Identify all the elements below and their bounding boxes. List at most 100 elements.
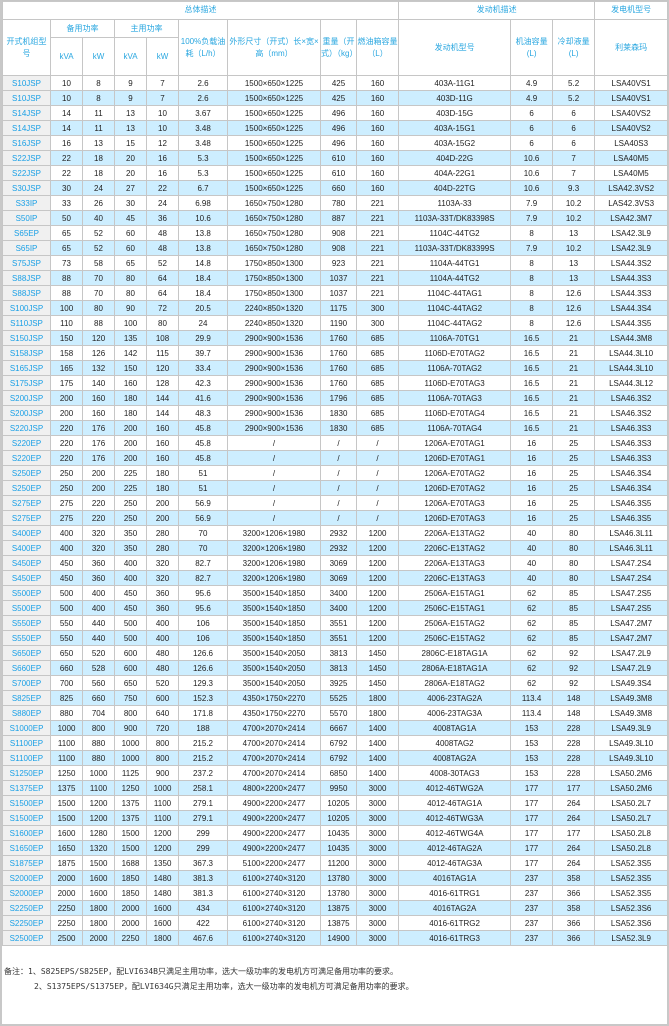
dimensions-cell: 1750×850×1300: [227, 285, 321, 301]
model-cell[interactable]: S250EP: [2, 465, 51, 481]
model-cell[interactable]: S500EP: [2, 585, 51, 601]
model-cell[interactable]: S220EP: [2, 450, 51, 466]
model-cell[interactable]: S1500EP: [2, 795, 51, 811]
engine-model-cell: 1206A-E70TAG1: [398, 435, 512, 451]
coolant-cell: 228: [552, 720, 596, 736]
model-cell[interactable]: S660EP: [2, 660, 51, 676]
standby-kw-cell: 400: [82, 585, 115, 601]
alternator-model-cell: LSA42.3L9: [594, 240, 669, 256]
prime-kva-cell: 500: [114, 615, 147, 631]
model-cell[interactable]: S1100EP: [2, 735, 51, 751]
model-cell[interactable]: S450EP: [2, 555, 51, 571]
model-cell[interactable]: S10JSP: [2, 90, 51, 106]
fuel-tank-cell: 1200: [355, 630, 400, 646]
model-cell[interactable]: S275EP: [2, 510, 51, 526]
prime-kva-cell: 1375: [114, 795, 147, 811]
prime-kw-cell: 1100: [146, 810, 179, 826]
model-cell[interactable]: S158JSP: [2, 345, 51, 361]
model-cell[interactable]: S550EP: [2, 615, 51, 631]
model-cell[interactable]: S22JSP: [2, 165, 51, 181]
model-cell[interactable]: S1250EP: [2, 765, 51, 781]
model-cell[interactable]: S75JSP: [2, 255, 51, 271]
model-cell[interactable]: S22JSP: [2, 150, 51, 166]
model-cell[interactable]: S1600EP: [2, 825, 51, 841]
fuel-consumption-cell: 82.7: [178, 555, 228, 571]
model-cell[interactable]: S825EP: [2, 690, 51, 706]
model-cell[interactable]: S1875EP: [2, 855, 51, 871]
model-cell[interactable]: S200JSP: [2, 390, 51, 406]
oil-capacity-cell: 10.6: [510, 165, 554, 181]
weight-cell: 1190: [320, 315, 357, 331]
group-alternator-header: 发电机型号: [594, 0, 669, 20]
model-cell[interactable]: S14JSP: [2, 120, 51, 136]
model-cell[interactable]: S14JSP: [2, 105, 51, 121]
model-cell[interactable]: S1375EP: [2, 780, 51, 796]
model-cell[interactable]: S880EP: [2, 705, 51, 721]
prime-kva-cell: 200: [114, 420, 147, 436]
coolant-cell: 7: [552, 150, 596, 166]
model-cell[interactable]: S1100EP: [2, 750, 51, 766]
engine-model-cell: 4012-46TWG4A: [398, 825, 512, 841]
prime-kva-cell: 100: [114, 315, 147, 331]
model-cell[interactable]: S175JSP: [2, 375, 51, 391]
dimensions-cell: /: [227, 450, 321, 466]
table-row: S65EP 65 52 60 48 13.8 1650×750×1280 908 221 1104…: [2, 225, 669, 241]
model-cell[interactable]: S10JSP: [2, 75, 51, 91]
alternator-model-cell: LSA50.2M6: [594, 765, 669, 781]
model-cell[interactable]: S50IP: [2, 210, 51, 226]
model-cell[interactable]: S65IP: [2, 240, 51, 256]
model-cell[interactable]: S1650EP: [2, 840, 51, 856]
model-cell[interactable]: S400EP: [2, 540, 51, 556]
alternator-model-cell: LSA46.3S4: [594, 465, 669, 481]
model-cell[interactable]: S2250EP: [2, 915, 51, 931]
model-cell[interactable]: S275EP: [2, 495, 51, 511]
prime-kw-cell: 400: [146, 615, 179, 631]
dimensions-cell: 3500×1540×2050: [227, 645, 321, 661]
model-cell[interactable]: S100JSP: [2, 300, 51, 316]
model-cell[interactable]: S550EP: [2, 630, 51, 646]
model-cell[interactable]: S650EP: [2, 645, 51, 661]
model-cell[interactable]: S400EP: [2, 525, 51, 541]
model-cell[interactable]: S65EP: [2, 225, 51, 241]
model-cell[interactable]: S2000EP: [2, 870, 51, 886]
engine-model-cell: 2806A-E18TAG2: [398, 675, 512, 691]
coolant-cell: 80: [552, 540, 596, 556]
model-cell[interactable]: S165JSP: [2, 360, 51, 376]
standby-kva-cell: 2000: [50, 885, 83, 901]
standby-kva-cell: 200: [50, 405, 83, 421]
model-cell[interactable]: S450EP: [2, 570, 51, 586]
weight-cell: 5570: [320, 705, 357, 721]
model-cell[interactable]: S1500EP: [2, 810, 51, 826]
alternator-model-cell: LSA52.3S6: [594, 900, 669, 916]
table-row: S220EP 220 176 200 160 45.8///1206D-E70TAG1 16…: [2, 450, 669, 466]
dimensions-cell: 6100×2740×3120: [227, 870, 321, 886]
fuel-tank-cell: 221: [355, 195, 400, 211]
model-cell[interactable]: S2500EP: [2, 930, 51, 946]
fuel-tank-cell: 300: [355, 300, 400, 316]
dimensions-cell: 1500×650×1225: [227, 120, 321, 136]
fuel-tank-cell: 221: [355, 240, 400, 256]
model-cell[interactable]: S220EP: [2, 435, 51, 451]
model-cell[interactable]: S700EP: [2, 675, 51, 691]
model-cell[interactable]: S150JSP: [2, 330, 51, 346]
model-cell[interactable]: S2000EP: [2, 885, 51, 901]
model-cell[interactable]: S200JSP: [2, 405, 51, 421]
oil-capacity-cell: 62: [510, 675, 554, 691]
model-cell[interactable]: S1000EP: [2, 720, 51, 736]
model-cell[interactable]: S88JSP: [2, 285, 51, 301]
model-cell[interactable]: S30JSP: [2, 180, 51, 196]
oil-capacity-cell: 10.6: [510, 150, 554, 166]
model-cell[interactable]: S220JSP: [2, 420, 51, 436]
model-cell[interactable]: S33IP: [2, 195, 51, 211]
model-cell[interactable]: S250EP: [2, 480, 51, 496]
table-row: S650EP 650 520 600 480 126.6 3500×1540×2050 381…: [2, 645, 669, 661]
model-cell[interactable]: S110JSP: [2, 315, 51, 331]
model-cell[interactable]: S16JSP: [2, 135, 51, 151]
oil-capacity-cell: 177: [510, 840, 554, 856]
oil-capacity-cell: 6: [510, 135, 554, 151]
model-cell[interactable]: S88JSP: [2, 270, 51, 286]
model-cell[interactable]: S2250EP: [2, 900, 51, 916]
oil-capacity-cell: 16.5: [510, 390, 554, 406]
table-row: S1375EP 1375 1100 1250 1000 258.1 4800×2200×24…: [2, 780, 669, 796]
model-cell[interactable]: S500EP: [2, 600, 51, 616]
